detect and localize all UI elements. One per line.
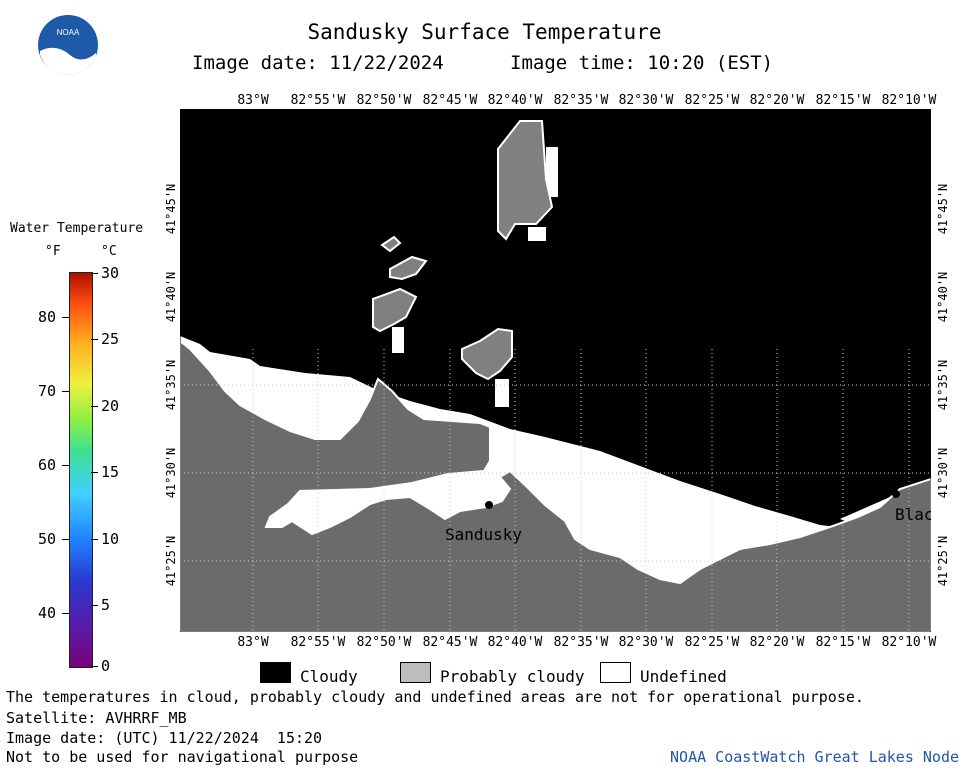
lat-tick-left: 41°35'N	[164, 359, 178, 411]
probably-cloudy-island	[380, 235, 402, 253]
colorbar-title: Water Temperature	[10, 221, 144, 236]
colorbar-f-label: 70	[38, 382, 57, 400]
undefined-patch	[528, 227, 546, 241]
colorbar-unit-c: °C	[101, 244, 117, 259]
colorbar-c-label: 25	[101, 330, 120, 348]
image-time: Image time: 10:20 (EST)	[510, 52, 774, 74]
legend-swatch-probably-cloudy	[400, 662, 431, 683]
lon-tick-top: 82°30'W	[618, 93, 674, 108]
city-label-partial: Blac	[895, 505, 931, 524]
probably-cloudy-island	[497, 120, 554, 241]
colorbar-unit-f: °F	[45, 244, 61, 259]
noaa-logo: NOAA	[38, 15, 98, 75]
lon-tick-bottom: 82°40'W	[487, 635, 543, 650]
colorbar	[69, 272, 93, 668]
image-date: Image date: 11/22/2024	[192, 52, 444, 74]
page-title: Sandusky Surface Temperature	[307, 20, 662, 44]
lon-tick-top: 83°W	[237, 93, 269, 108]
legend-label-undefined: Undefined	[640, 667, 727, 686]
colorbar-c-label: 0	[101, 657, 111, 675]
lon-tick-top: 82°40'W	[487, 93, 543, 108]
lat-tick-left: 41°45'N	[164, 183, 178, 235]
logo-text: NOAA	[57, 28, 80, 37]
lon-tick-bottom: 82°45'W	[422, 635, 478, 650]
colorbar-f-label: 50	[38, 530, 57, 548]
lat-tick-right: 41°25'N	[936, 535, 950, 587]
lon-tick-top: 82°10'W	[881, 93, 937, 108]
lon-tick-bottom: 82°35'W	[553, 635, 609, 650]
footer-nav-note: Not to be used for navigational purpose	[6, 748, 359, 766]
lon-tick-top: 82°45'W	[422, 93, 478, 108]
city-label-sandusky: Sandusky	[445, 525, 523, 544]
colorbar-c-label: 10	[101, 530, 120, 548]
legend-label-cloudy: Cloudy	[300, 667, 358, 686]
colorbar-f-label: 60	[38, 456, 57, 474]
lat-tick-left: 41°25'N	[164, 535, 178, 587]
colorbar-f-label: 40	[38, 604, 57, 622]
colorbar-f-label: 80	[38, 308, 57, 326]
lon-tick-bottom: 82°55'W	[290, 635, 346, 650]
footer-credit: NOAA CoastWatch Great Lakes Node	[670, 748, 959, 766]
lat-tick-left: 41°30'N	[164, 447, 178, 499]
lon-tick-bottom: 82°25'W	[684, 635, 740, 650]
undefined-patch	[392, 327, 404, 353]
colorbar-c-label: 15	[101, 463, 120, 481]
colorbar-c-label: 20	[101, 397, 120, 415]
land-area	[180, 339, 931, 632]
colorbar-c-label: 30	[101, 264, 120, 282]
probably-cloudy-island	[372, 287, 418, 333]
legend-swatch-cloudy	[260, 662, 291, 683]
footer-disclaimer: The temperatures in cloud, probably clou…	[6, 688, 864, 706]
lat-tick-right: 41°30'N	[936, 447, 950, 499]
undefined-patch	[546, 147, 558, 197]
probably-cloudy-island	[461, 327, 513, 381]
lon-tick-top: 82°20'W	[749, 93, 805, 108]
lat-tick-right: 41°40'N	[936, 271, 950, 323]
legend-swatch-undefined	[600, 662, 631, 683]
lon-tick-bottom: 83°W	[237, 635, 269, 650]
lon-tick-bottom: 82°15'W	[815, 635, 871, 650]
lon-tick-top: 82°35'W	[553, 93, 609, 108]
undefined-patch	[495, 379, 509, 407]
probably-cloudy-island	[389, 255, 428, 281]
lon-tick-top: 82°55'W	[290, 93, 346, 108]
lon-tick-top: 82°50'W	[356, 93, 412, 108]
lon-tick-bottom: 82°50'W	[356, 635, 412, 650]
lat-tick-left: 41°40'N	[164, 271, 178, 323]
legend-label-probably-cloudy: Probably cloudy	[440, 667, 585, 686]
lon-tick-top: 82°15'W	[815, 93, 871, 108]
lon-tick-bottom: 82°30'W	[618, 635, 674, 650]
map-panel	[180, 109, 931, 632]
lat-tick-right: 41°45'N	[936, 183, 950, 235]
colorbar-c-label: 5	[101, 596, 111, 614]
city-marker	[892, 490, 900, 498]
lon-tick-top: 82°25'W	[684, 93, 740, 108]
lon-tick-bottom: 82°10'W	[881, 635, 937, 650]
lat-tick-right: 41°35'N	[936, 359, 950, 411]
lon-tick-bottom: 82°20'W	[749, 635, 805, 650]
footer-utc-date: Image date: (UTC) 11/22/2024 15:20	[6, 729, 323, 747]
sandusky-marker	[485, 501, 493, 509]
footer-satellite: Satellite: AVHRRF_MB	[6, 709, 187, 727]
